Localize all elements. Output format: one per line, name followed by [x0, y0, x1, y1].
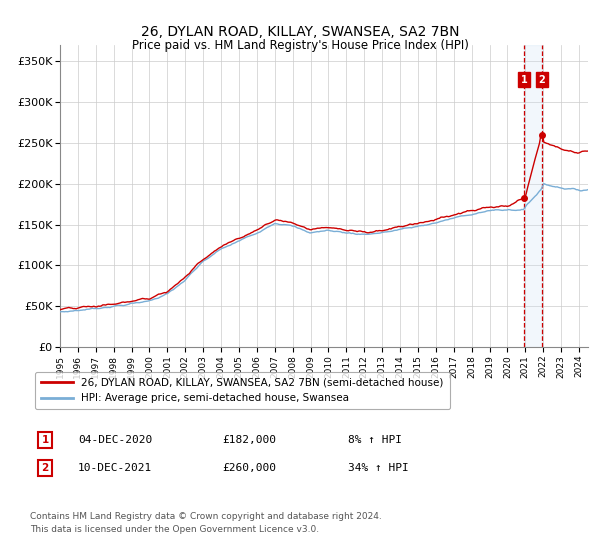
Text: 1: 1: [41, 435, 49, 445]
Legend: 26, DYLAN ROAD, KILLAY, SWANSEA, SA2 7BN (semi-detached house), HPI: Average pri: 26, DYLAN ROAD, KILLAY, SWANSEA, SA2 7BN…: [35, 372, 449, 409]
Text: Contains HM Land Registry data © Crown copyright and database right 2024.
This d: Contains HM Land Registry data © Crown c…: [30, 512, 382, 534]
Text: 2: 2: [41, 463, 49, 473]
Text: 04-DEC-2020: 04-DEC-2020: [78, 435, 152, 445]
Text: Price paid vs. HM Land Registry's House Price Index (HPI): Price paid vs. HM Land Registry's House …: [131, 39, 469, 52]
Text: 8% ↑ HPI: 8% ↑ HPI: [348, 435, 402, 445]
Text: £260,000: £260,000: [222, 463, 276, 473]
Text: 26, DYLAN ROAD, KILLAY, SWANSEA, SA2 7BN: 26, DYLAN ROAD, KILLAY, SWANSEA, SA2 7BN: [141, 25, 459, 39]
Bar: [524, 45, 542, 347]
Text: £182,000: £182,000: [222, 435, 276, 445]
Text: 2: 2: [538, 74, 545, 85]
Text: 1: 1: [521, 74, 527, 85]
Text: 10-DEC-2021: 10-DEC-2021: [78, 463, 152, 473]
Text: 34% ↑ HPI: 34% ↑ HPI: [348, 463, 409, 473]
